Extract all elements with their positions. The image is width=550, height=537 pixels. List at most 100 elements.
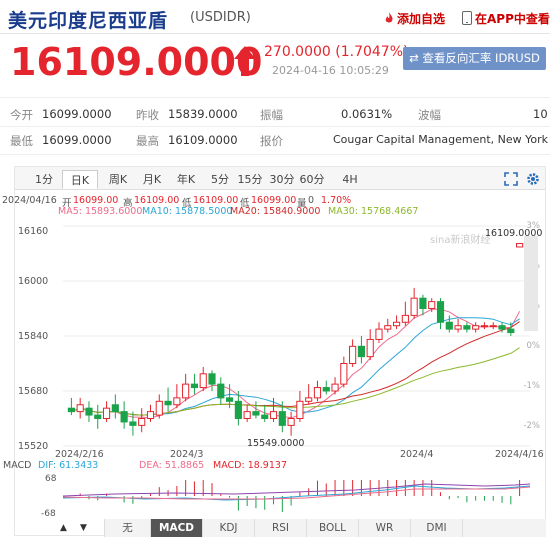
candle-body <box>436 301 445 323</box>
candle-body <box>340 363 348 385</box>
flame-icon <box>383 12 395 24</box>
candle-body <box>349 345 357 364</box>
reverse-rate-button[interactable]: ⇄ 查看反向汇率 IDRUSD <box>403 47 546 70</box>
wave-value: 10 <box>533 107 548 121</box>
candle-body <box>278 411 286 426</box>
stats-divider-mid <box>0 126 550 127</box>
candles <box>67 243 524 436</box>
indicator-rsi[interactable]: RSI <box>254 519 306 537</box>
x-tick-label: 2024/3 <box>170 449 203 458</box>
indicator-macd[interactable]: MACD <box>150 519 202 537</box>
tab-daily[interactable]: 日K <box>62 170 98 189</box>
high-label: 最高 <box>136 134 159 148</box>
candle-body <box>296 400 304 419</box>
moving-averages <box>71 308 521 419</box>
tab-4h[interactable]: 4H <box>342 173 358 186</box>
info-high: 16109.00 <box>134 195 180 206</box>
tab-weekly[interactable]: 周K <box>108 173 128 186</box>
candle-body <box>190 383 199 389</box>
candle-body <box>489 325 497 328</box>
candle-body <box>155 400 163 416</box>
right-tick-label: -2% <box>523 421 540 431</box>
max-price-label: 16109.0000 <box>485 228 542 239</box>
open-value: 16099.0000 <box>42 107 112 121</box>
indicator-boll[interactable]: BOLL <box>306 519 358 537</box>
ma20-label: MA20: 15840.9000 <box>230 206 321 217</box>
indicator-kdj[interactable]: KDJ <box>202 519 254 537</box>
current-bar-highlight <box>524 236 538 331</box>
candle-body <box>305 397 313 402</box>
fullscreen-icon[interactable] <box>504 171 518 186</box>
candle-body <box>401 314 409 323</box>
tab-30min[interactable]: 30分 <box>269 173 295 186</box>
change-value: 270.0000 <box>264 44 331 60</box>
tab-yearly[interactable]: 年K <box>176 173 196 186</box>
open-in-app-button[interactable]: 在APP中查看 <box>462 10 550 27</box>
candle-body <box>331 383 339 392</box>
quoter-label: 报价 <box>260 134 283 148</box>
up-arrow-icon <box>232 44 258 78</box>
candle-body <box>173 397 181 406</box>
candle-body <box>454 325 462 330</box>
info-vol-label: 量 <box>297 198 307 209</box>
tab-15min[interactable]: 15分 <box>237 173 263 186</box>
candle-body <box>516 243 524 248</box>
candle-body <box>472 325 480 330</box>
tab-60min[interactable]: 60分 <box>299 173 325 186</box>
tab-1min[interactable]: 1分 <box>35 173 53 186</box>
symbol-code: (USDIDR) <box>190 10 251 25</box>
candle-body <box>375 328 383 340</box>
candle-body <box>199 373 207 389</box>
scroll-right-button[interactable]: ▼ <box>80 523 87 533</box>
candle-body <box>445 321 453 330</box>
macd-top-tick: 68 <box>45 474 57 484</box>
macd-histogram <box>79 480 521 512</box>
x-tick-label: 2024/4 <box>400 449 433 458</box>
quote-timestamp: 2024-04-16 10:05:29 <box>272 64 389 77</box>
tab-bar-bg <box>15 167 545 190</box>
change-percent: (1.7047%) <box>335 44 409 60</box>
y-axis-ticks: 16160 16000 15840 15680 15520 <box>18 226 48 452</box>
indicator-none[interactable]: 无 <box>104 519 150 537</box>
info-low: 16109.00 <box>193 195 239 206</box>
macd-dea: DEA: 51.8865 <box>139 460 205 471</box>
low-label: 最低 <box>10 134 33 148</box>
candle-body <box>120 411 128 423</box>
candle-body <box>463 325 471 330</box>
ma5-line <box>71 308 521 419</box>
macd-title: MACD <box>3 460 32 471</box>
macd-signal-line <box>62 483 531 497</box>
candle-body <box>208 373 216 385</box>
current-price: 16109.0000 <box>10 40 263 84</box>
y-tick-label: 15840 <box>18 331 48 342</box>
candle-body <box>498 325 506 330</box>
candle-body <box>94 414 102 419</box>
x-tick-label: 2024/4/16 <box>495 449 544 458</box>
tab-5min[interactable]: 5分 <box>211 173 229 186</box>
price-change: 270.0000 (1.7047%) <box>264 44 408 60</box>
indicator-wr[interactable]: WR <box>358 519 410 537</box>
open-in-app-label: 在APP中查看 <box>475 12 550 26</box>
macd-dif: DIF: 61.3433 <box>38 460 99 471</box>
candle-body <box>287 418 295 426</box>
candle-body <box>138 418 146 426</box>
stats-divider-top <box>0 97 550 98</box>
x-tick-label: 2024/2/16 <box>55 449 104 458</box>
amplitude-label: 振幅 <box>260 108 283 122</box>
indicator-spacer <box>462 519 546 537</box>
info-low2-label: 低 <box>240 198 250 209</box>
settings-icon[interactable] <box>526 171 540 185</box>
amplitude-value: 0.0631% <box>341 107 393 121</box>
candle-body <box>261 414 269 419</box>
scroll-left-button[interactable]: ▲ <box>60 523 67 533</box>
info-open: 16099.00 <box>73 195 119 206</box>
candle-body <box>164 400 172 406</box>
y-tick-label: 16000 <box>18 276 48 287</box>
indicator-dmi[interactable]: DMI <box>410 519 462 537</box>
candle-body <box>226 397 234 402</box>
info-vol: 0 <box>308 195 315 206</box>
tab-monthly[interactable]: 月K <box>142 173 162 186</box>
add-favorite-button[interactable]: 添加自选 <box>383 10 445 27</box>
candle-body <box>419 297 427 309</box>
